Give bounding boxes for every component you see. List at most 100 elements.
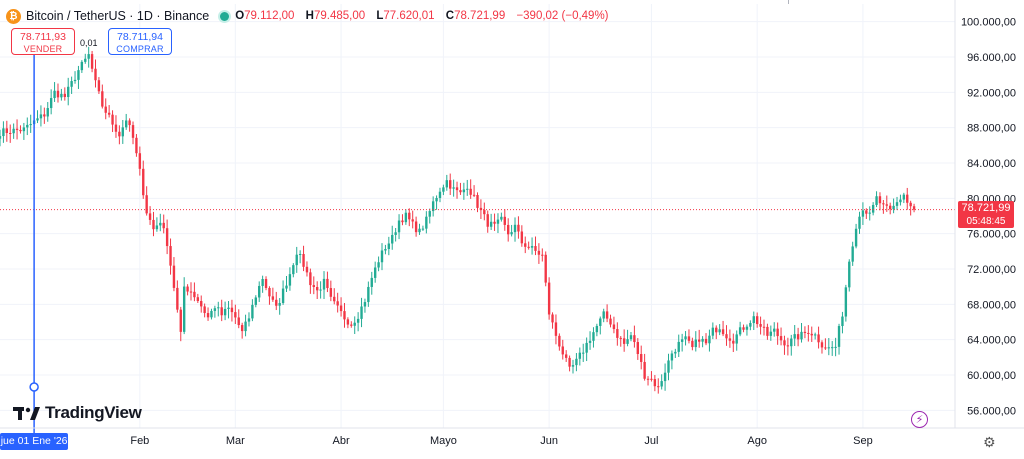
candle-body [507,224,510,235]
candle-body [240,325,244,332]
candle-body [889,205,892,210]
candle-body [766,326,769,336]
candle-body [670,353,674,361]
tradingview-logo-icon [13,406,40,420]
candle-body [425,216,428,229]
candle-body [694,339,697,348]
candle-body [513,224,517,233]
candle-body [483,210,486,215]
candle-body [599,318,602,326]
candle-body [489,221,493,227]
flash-icon[interactable]: ⚡ [911,411,928,428]
candle-body [135,137,138,154]
candle-body [878,196,882,204]
candle-body [660,381,663,387]
candle-body [67,86,70,98]
candle-body [783,340,786,346]
candle-body [837,326,841,347]
candle-body [704,338,708,344]
price-tick-label: 88.000,00 [967,123,1016,135]
sell-button[interactable]: 78.711,93 VENDER [11,28,75,55]
price-tick-label: 68.000,00 [967,299,1016,311]
candle-body [367,286,370,303]
candle-body [854,228,858,247]
candle-body [131,125,135,138]
candle-body [312,285,315,288]
candle-body [561,346,564,355]
candle-body [674,351,677,354]
candle-body [200,300,203,307]
gear-icon[interactable]: ⚙ [983,434,996,450]
tradingview-logo[interactable]: TradingView [13,403,142,423]
candle-body [336,301,339,306]
crosshair-handle[interactable] [29,382,39,392]
candle-body [646,378,650,380]
candle-body [152,219,155,230]
candle-body [800,331,803,340]
candle-body [793,334,796,339]
candle-body [87,54,90,59]
candle-body [159,222,162,226]
candle-body [26,124,29,128]
candle-body [851,246,854,262]
candle-body [752,316,755,324]
candle-body [431,201,435,212]
candle-body [401,220,404,223]
candle-body [264,279,268,289]
candle-body [193,291,196,298]
spread-value: 0,01 [80,38,98,48]
candle-body [29,124,32,126]
candle-body [834,346,837,348]
candle-body [882,203,885,205]
candle-body [895,202,899,206]
price-tick-label: 84.000,00 [967,158,1016,170]
time-axis[interactable]: Feb Mar Abr Mayo Jun Jul Ago Sep [130,435,872,447]
candle-body [46,108,49,117]
candle-body [650,378,653,380]
candle-body [350,324,353,326]
candle-body [537,250,541,255]
candle-body [186,286,189,292]
candle-body [326,278,329,289]
price-tick-label: 72.000,00 [967,264,1016,276]
candle-body [223,308,227,316]
candle-body [353,322,356,326]
buy-button[interactable]: 78.711,94 COMPRAR [108,28,172,55]
candle-body [247,318,251,322]
candle-body [84,58,87,62]
candle-body [445,180,448,188]
candle-body [677,341,680,352]
candle-body [206,313,210,318]
candle-body [680,339,684,342]
candle-body [438,191,442,198]
candle-body [189,291,193,293]
candle-body [742,327,745,330]
candle-body [295,254,298,266]
price-tick-label: 96.000,00 [967,52,1016,64]
candle-body [530,246,534,248]
candle-body [121,127,124,137]
candle-body [711,327,715,336]
price-tick-label: 100.000,00 [961,17,1016,29]
candle-body [817,334,820,343]
candle-body [114,124,118,132]
candle-body [667,360,670,373]
candle-body [732,340,735,344]
pane-resize-handle[interactable] [788,0,789,4]
time-tick-label: Sep [853,435,873,447]
candle-body [773,328,776,332]
candle-body [391,234,394,244]
candle-body [104,106,107,113]
candle-body [101,91,104,107]
candle-body [544,254,547,283]
candle-body [387,243,391,250]
candle-body [251,304,254,319]
candle-body [602,311,605,319]
candle-body [63,93,66,98]
candle-body [43,114,46,117]
candle-body [759,324,762,327]
candle-body [0,136,2,139]
time-tick-label: Feb [130,435,149,447]
symbol-title[interactable]: Bitcoin / TetherUS · 1D · Binance [26,9,210,23]
